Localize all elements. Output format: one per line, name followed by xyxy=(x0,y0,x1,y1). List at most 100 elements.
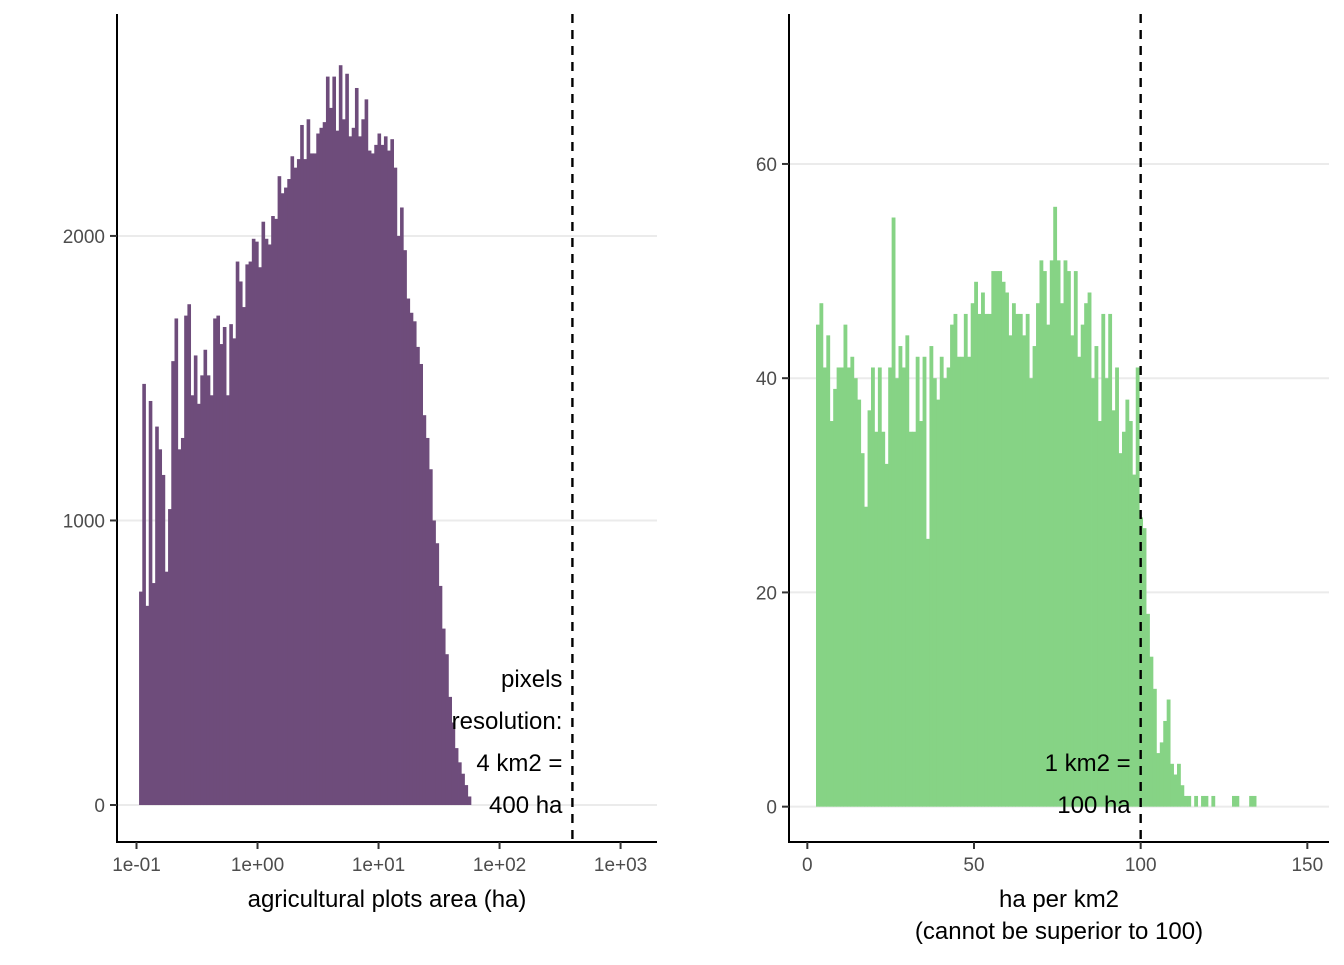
histogram-bar xyxy=(1015,313,1020,807)
histogram-bar xyxy=(891,217,896,807)
histogram-bar xyxy=(367,150,372,806)
histogram-bar xyxy=(915,356,920,807)
histogram-bar xyxy=(1152,688,1157,807)
reference-annotation-line: pixels xyxy=(501,666,562,693)
histogram-bar xyxy=(364,99,369,806)
histogram-bar xyxy=(871,367,875,807)
histogram-bar xyxy=(898,346,903,807)
x-tick-label: 1e+00 xyxy=(231,855,284,876)
histogram-bar xyxy=(860,453,865,807)
histogram-bar xyxy=(1249,795,1254,807)
histogram-bar xyxy=(216,315,221,806)
histogram-bar xyxy=(238,281,243,806)
histogram-bar xyxy=(888,367,893,807)
histogram-bar xyxy=(874,431,879,807)
histogram-bar xyxy=(187,304,192,806)
histogram-bar xyxy=(255,241,259,806)
x-axis-title: ha per km2 xyxy=(999,886,1119,913)
histogram-bar xyxy=(435,543,440,806)
histogram-bar xyxy=(1077,356,1082,807)
histogram-bars xyxy=(816,206,1257,807)
histogram-bar xyxy=(219,344,224,806)
histogram-bar xyxy=(936,399,941,807)
histogram-bar xyxy=(429,469,433,806)
histogram-bar xyxy=(1053,206,1058,807)
histogram-bar xyxy=(919,421,923,807)
histogram-bar xyxy=(946,367,951,807)
histogram-bar xyxy=(963,313,968,807)
histogram-bar xyxy=(1094,346,1099,807)
histogram-bar xyxy=(406,298,411,806)
histogram-bar xyxy=(1011,303,1016,807)
histogram-bar xyxy=(1115,367,1119,807)
histogram-bar xyxy=(142,383,146,806)
histogram-bar xyxy=(448,696,452,806)
histogram-bar xyxy=(857,399,862,807)
histogram-bar xyxy=(274,218,279,806)
x-tick-label: 1e-01 xyxy=(112,855,161,876)
histogram-bar xyxy=(329,107,333,806)
histogram-bar xyxy=(1163,720,1168,807)
histogram-bar xyxy=(1087,292,1092,807)
histogram-bar xyxy=(1111,410,1116,807)
histogram-bar xyxy=(967,356,972,807)
histogram-bar xyxy=(390,139,394,806)
histogram-bar xyxy=(1001,281,1006,807)
histogram-bar xyxy=(361,119,366,806)
histogram-bar xyxy=(271,216,275,806)
x-tick-label: 1e+01 xyxy=(352,855,405,876)
histogram-bar xyxy=(277,176,282,806)
histogram-bar xyxy=(248,261,253,806)
histogram-bars xyxy=(139,65,472,806)
histogram-bar xyxy=(177,449,182,806)
histogram-bar xyxy=(1018,313,1023,807)
histogram-bar xyxy=(1070,335,1075,807)
histogram-bar xyxy=(864,506,868,807)
histogram-bar xyxy=(445,654,449,806)
histogram-bar xyxy=(161,474,166,806)
histogram-bar xyxy=(438,585,443,806)
histogram-bar xyxy=(926,538,930,807)
histogram-bar xyxy=(877,367,882,807)
histogram-bar xyxy=(261,221,266,806)
histogram-bar xyxy=(977,313,982,807)
histogram-bar xyxy=(850,356,855,807)
x-tick-label: 0 xyxy=(802,855,813,876)
histogram-bar xyxy=(1091,378,1095,807)
histogram-bar xyxy=(432,520,436,806)
histogram-bar xyxy=(1032,346,1037,807)
histogram-bar xyxy=(325,76,330,806)
histogram-bar xyxy=(1142,528,1147,807)
histogram-bar xyxy=(974,281,978,807)
histogram-bar xyxy=(1101,313,1106,807)
histogram-bar xyxy=(383,136,388,806)
histogram-bar xyxy=(309,153,314,806)
histogram-bar xyxy=(319,127,324,806)
histogram-bar xyxy=(1084,303,1089,807)
histogram-bar xyxy=(454,748,459,806)
histogram-bar xyxy=(1177,763,1181,807)
histogram-bar xyxy=(235,261,240,806)
histogram-bar xyxy=(422,415,427,806)
histogram-bar xyxy=(393,167,398,806)
histogram-bar xyxy=(960,356,965,807)
histogram-bar xyxy=(1183,795,1188,807)
histogram-bar xyxy=(396,235,401,806)
histogram-bar xyxy=(377,133,382,806)
histogram-bar xyxy=(371,153,375,806)
histogram-bar xyxy=(139,591,143,806)
histogram-bar xyxy=(1005,292,1009,807)
histogram-bar xyxy=(1008,335,1013,807)
histogram-bar xyxy=(867,410,872,807)
histogram-bar xyxy=(1187,795,1192,807)
histogram-bar xyxy=(1156,753,1161,807)
histogram-bar xyxy=(280,193,285,806)
histogram-bar xyxy=(1025,313,1030,807)
histogram-bar xyxy=(1180,785,1185,807)
histogram-bar xyxy=(905,335,910,807)
histogram-bar xyxy=(1080,324,1085,807)
histogram-bar xyxy=(251,238,256,806)
histogram-bar xyxy=(409,312,414,806)
histogram-bar xyxy=(345,73,349,806)
